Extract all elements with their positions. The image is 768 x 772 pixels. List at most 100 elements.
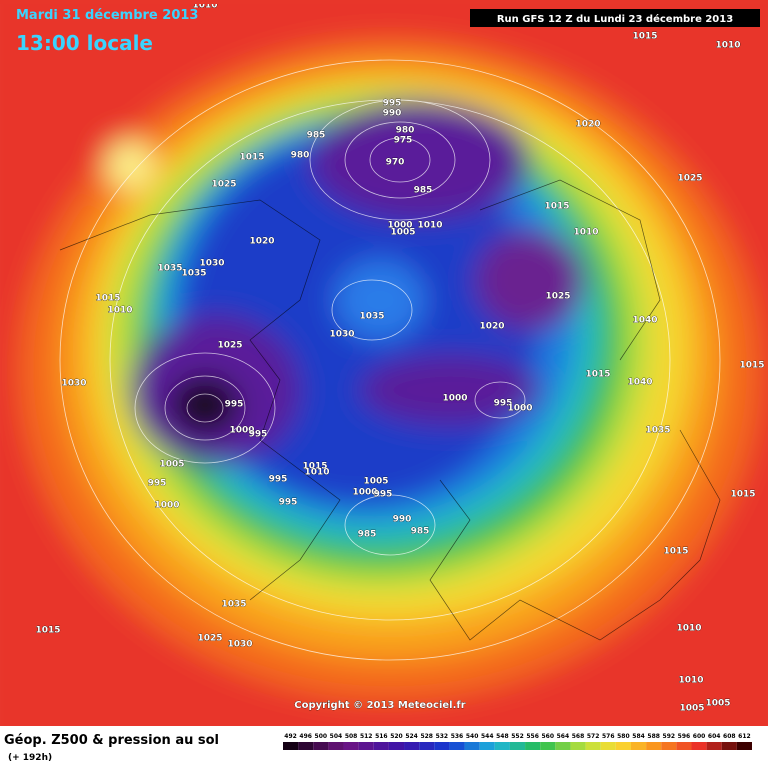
pressure-label: 1010 bbox=[107, 306, 132, 316]
pressure-label: 1015 bbox=[663, 547, 688, 557]
pressure-label: 1000 bbox=[154, 501, 179, 511]
colorbar-cell bbox=[343, 742, 359, 750]
pressure-label: 985 bbox=[414, 186, 433, 196]
colorbar-cell bbox=[585, 742, 601, 750]
colorbar-cell bbox=[479, 742, 495, 750]
colorbar-cell bbox=[358, 742, 374, 750]
pressure-label: 1010 bbox=[417, 221, 442, 231]
pressure-label: 1035 bbox=[359, 312, 384, 322]
pressure-label: 1030 bbox=[199, 259, 224, 269]
run-info: Run GFS 12 Z du Lundi 23 décembre 2013 bbox=[497, 13, 733, 25]
colorbar-cell bbox=[328, 742, 344, 750]
colorbar-label: 544 bbox=[481, 733, 494, 740]
pressure-label: 1010 bbox=[678, 676, 703, 686]
colorbar-cell bbox=[419, 742, 435, 750]
pressure-label: 1005 bbox=[363, 477, 388, 487]
pressure-label: 980 bbox=[396, 126, 415, 136]
colorbar-label: 524 bbox=[405, 733, 418, 740]
colorbar-cell bbox=[525, 742, 541, 750]
pressure-label: 1015 bbox=[302, 462, 327, 472]
colorbar-cell bbox=[373, 742, 389, 750]
colorbar-label: 504 bbox=[330, 733, 343, 740]
colorbar-label: 608 bbox=[723, 733, 736, 740]
pressure-label: 1030 bbox=[61, 379, 86, 389]
colorbar-cell bbox=[464, 742, 480, 750]
pressure-label: 995 bbox=[279, 498, 298, 508]
pressure-label: 1015 bbox=[239, 153, 264, 163]
colorbar-cell bbox=[388, 742, 405, 750]
colorbar-cell bbox=[661, 742, 677, 750]
pressure-label: 1035 bbox=[157, 264, 182, 274]
pressure-label: 1005 bbox=[679, 704, 704, 714]
pressure-label: 1020 bbox=[249, 237, 274, 247]
pressure-label: 995 bbox=[148, 479, 167, 489]
pressure-label: 1010 bbox=[192, 1, 217, 11]
pressure-label: 1000 bbox=[229, 426, 254, 436]
footer-title: Géop. Z500 & pression au sol bbox=[4, 733, 219, 748]
pressure-label: 970 bbox=[386, 158, 405, 168]
colorbar-cell bbox=[494, 742, 510, 750]
pressure-labels: 1010101510109959909809759851020980970101… bbox=[35, 0, 765, 714]
pressure-label: 1035 bbox=[221, 600, 246, 610]
colorbar-label: 584 bbox=[632, 733, 645, 740]
pressure-label: 1030 bbox=[329, 330, 354, 340]
pressure-label: 980 bbox=[291, 151, 310, 161]
pressure-label: 1000 bbox=[387, 221, 412, 231]
colorbar-label: 596 bbox=[678, 733, 691, 740]
colorbar-cell bbox=[509, 742, 526, 750]
colorbar-label: 600 bbox=[693, 733, 706, 740]
colorbar-label: 516 bbox=[375, 733, 388, 740]
colorbar-label: 612 bbox=[738, 733, 751, 740]
colorbar-label: 512 bbox=[360, 733, 373, 740]
colorbar-cell bbox=[676, 742, 692, 750]
colorbar-label: 552 bbox=[511, 733, 524, 740]
pressure-label: 985 bbox=[411, 527, 430, 537]
pressure-label: 1015 bbox=[585, 370, 610, 380]
colorbar-label: 508 bbox=[345, 733, 358, 740]
pressure-label: 1025 bbox=[677, 174, 702, 184]
pressure-label: 1040 bbox=[632, 316, 657, 326]
pressure-label: 1020 bbox=[479, 322, 504, 332]
pressure-label: 1035 bbox=[181, 269, 206, 279]
colorbar-label: 536 bbox=[451, 733, 464, 740]
colorbar-label: 592 bbox=[663, 733, 676, 740]
colorbar-label: 548 bbox=[496, 733, 509, 740]
colorbar-label: 492 bbox=[284, 733, 297, 740]
pressure-label: 1030 bbox=[227, 640, 252, 650]
pressure-label: 1000 bbox=[507, 404, 532, 414]
pressure-label: 995 bbox=[494, 399, 513, 409]
pressure-label: 1005 bbox=[705, 699, 730, 709]
pressure-label: 1015 bbox=[35, 626, 60, 636]
colorbar-cell bbox=[615, 742, 631, 750]
frame bbox=[0, 0, 768, 4]
pressure-label: 1010 bbox=[676, 624, 701, 634]
colorbar-label: 604 bbox=[708, 733, 721, 740]
pressure-label: 995 bbox=[225, 400, 244, 410]
colorbar-label: 560 bbox=[541, 733, 554, 740]
colorbar-cell bbox=[706, 742, 722, 750]
colorbar-label: 500 bbox=[315, 733, 328, 740]
pressure-label: 1035 bbox=[645, 426, 670, 436]
pressure-label: 995 bbox=[249, 430, 268, 440]
colorbar-label: 520 bbox=[390, 733, 403, 740]
pressure-label: 1015 bbox=[544, 202, 569, 212]
colorbar-cell bbox=[630, 742, 647, 750]
pressure-label: 995 bbox=[383, 99, 402, 109]
colorbar-label: 588 bbox=[647, 733, 660, 740]
colorbar-cell bbox=[736, 742, 752, 750]
colorbar-label: 568 bbox=[572, 733, 585, 740]
pressure-label: 1005 bbox=[159, 460, 184, 470]
colorbar-cell bbox=[540, 742, 556, 750]
pressure-label: 1000 bbox=[352, 488, 377, 498]
pressure-label: 1015 bbox=[730, 490, 755, 500]
colorbar-cell bbox=[721, 742, 737, 750]
date: Mardi 31 décembre 2013 bbox=[16, 8, 198, 23]
colorbar-cell bbox=[298, 742, 314, 750]
colorbar-cell bbox=[313, 742, 329, 750]
copyright: Copyright © 2013 Meteociel.fr bbox=[294, 700, 465, 711]
colorbar: 492 496 500 504 508 512 516 520 524 528 532 536 540 5… bbox=[283, 733, 752, 750]
pressure-label: 1000 bbox=[442, 394, 467, 404]
colorbar-cell bbox=[283, 742, 299, 750]
